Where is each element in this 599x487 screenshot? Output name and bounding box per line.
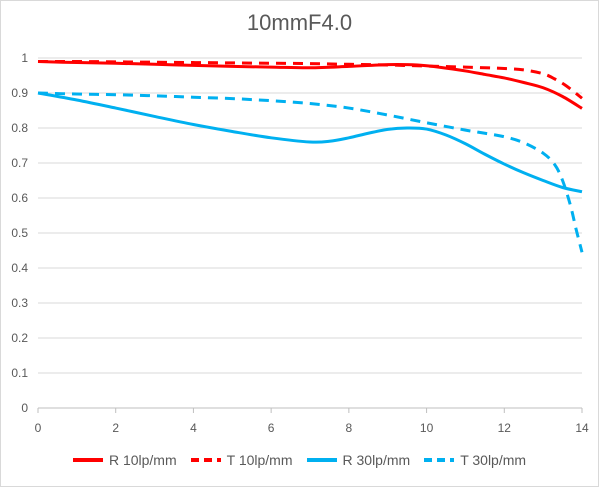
grid-layer: [38, 57, 582, 374]
y-tick-label: 0.2: [11, 331, 28, 345]
axis-layer: 00.10.20.30.40.50.60.70.80.910 2 4 6 8 10 12 14: [11, 51, 589, 435]
x-tick-label: 0: [35, 421, 42, 435]
chart-title: 10mmF4.0: [246, 10, 353, 35]
legend-item: R 10lp/mm: [72, 452, 177, 468]
y-tick-label: 0.9: [11, 86, 28, 100]
y-tick-label: 1: [21, 51, 28, 65]
series-line-r-30lp-mm: [37, 91, 583, 194]
series-layer: [37, 59, 584, 253]
legend-swatch: [72, 458, 103, 462]
x-tick-label: 8: [346, 421, 353, 435]
y-tick-label: 0.8: [11, 121, 28, 135]
legend-item: T 30lp/mm: [424, 452, 526, 468]
x-tick-label: 6: [268, 421, 275, 435]
series-line-t-10lp-mm: [37, 59, 583, 100]
y-tick-label: 0.6: [11, 191, 28, 205]
x-tick-label: 12: [498, 421, 512, 435]
y-tick-label: 0.7: [11, 156, 28, 170]
legend-label: R 10lp/mm: [108, 452, 177, 468]
y-tick-label: 0.4: [11, 261, 28, 275]
series-line-t-30lp-mm: [37, 91, 584, 253]
legend-item: R 30lp/mm: [306, 452, 411, 468]
x-tick-label: 2: [112, 421, 119, 435]
legend-label: T 30lp/mm: [460, 452, 527, 468]
legend-item: T 10lp/mm: [190, 452, 293, 468]
y-tick-label: 0.1: [11, 366, 28, 380]
legend-label: T 10lp/mm: [226, 452, 293, 468]
legend-swatch: [190, 458, 221, 462]
legend-label: R 30lp/mm: [342, 452, 411, 468]
legend-swatch: [424, 458, 455, 462]
x-tick-label: 4: [190, 421, 197, 435]
legend-swatch: [306, 458, 337, 462]
x-tick-label: 10: [420, 421, 434, 435]
y-tick-label: 0: [21, 401, 28, 415]
x-tick-label: 14: [575, 421, 589, 435]
y-tick-label: 0.5: [11, 226, 28, 240]
legend: R 10lp/mm T 10lp/mm R 30lp/mm T 30lp/mm: [0, 452, 599, 468]
y-tick-label: 0.3: [11, 296, 28, 310]
